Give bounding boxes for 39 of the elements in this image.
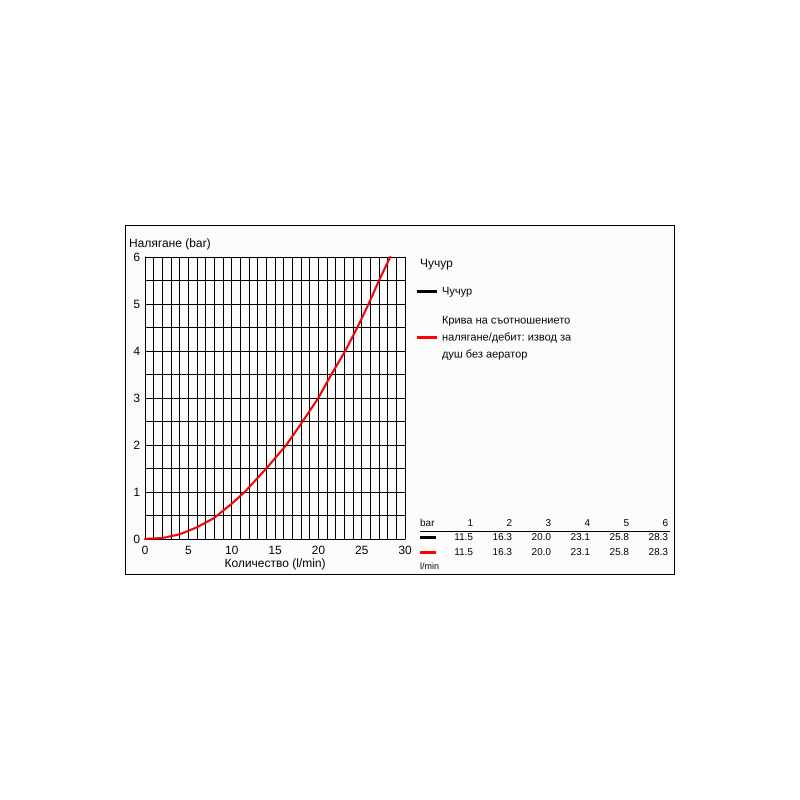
- text: 28.3: [648, 532, 668, 543]
- text: 5: [623, 518, 629, 529]
- x-tick-label: 30: [398, 543, 412, 557]
- x-tick-label: 20: [312, 543, 326, 557]
- y-tick-label: 5: [133, 297, 140, 311]
- legend-title: Чучур: [420, 256, 454, 270]
- text: 1: [467, 518, 473, 529]
- legend-label: Чучур: [442, 286, 472, 298]
- text: 28.3: [648, 547, 668, 558]
- y-tick-label: 3: [133, 391, 140, 405]
- text: 6: [662, 518, 668, 529]
- y-tick-label: 0: [133, 532, 140, 546]
- x-tick-label: 0: [142, 543, 149, 557]
- x-tick-label: 15: [268, 543, 282, 557]
- text: 25.8: [610, 547, 629, 558]
- text: l/min: [420, 561, 440, 571]
- text: 2: [506, 518, 512, 529]
- x-tick-label: 5: [184, 543, 192, 557]
- y-tick-label: 1: [133, 485, 140, 499]
- text: 16.3: [492, 547, 512, 558]
- text: 16.3: [492, 532, 512, 543]
- legend-label: Крива на съотношението налягане/дебит: извод за душ без аератор: [442, 314, 574, 360]
- text: bar: [420, 518, 434, 529]
- y-tick-label: 4: [133, 344, 140, 358]
- y-tick-label: 2: [133, 438, 140, 452]
- text: 11.5: [454, 547, 473, 558]
- x-axis-title: Количество (l/min): [224, 556, 326, 570]
- text: 23.1: [570, 547, 590, 558]
- text: 11.5: [454, 532, 473, 543]
- text: 3: [545, 518, 551, 529]
- y-axis-title: Налягане (bar): [129, 236, 211, 250]
- text: 25.8: [610, 532, 629, 543]
- x-tick-label: 25: [354, 543, 369, 557]
- text: 23.1: [570, 532, 590, 543]
- x-tick-label: 10: [224, 543, 239, 557]
- text: 20.0: [532, 532, 551, 543]
- y-tick-label: 6: [133, 250, 140, 264]
- text: 20.0: [532, 547, 551, 558]
- text: 4: [584, 518, 590, 529]
